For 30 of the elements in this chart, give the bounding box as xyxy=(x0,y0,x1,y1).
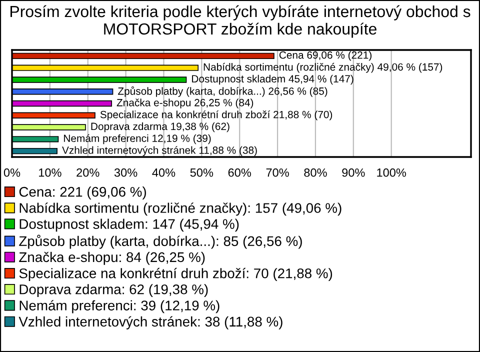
text: Dostupnost skladem 45,94 % (147) xyxy=(192,74,354,85)
legend-label: Doprava zdarma: 62 (19,38 %) xyxy=(20,284,208,298)
text: Doprava zdarma 19,38 % (62) xyxy=(91,122,230,132)
x-tick-label: 60% xyxy=(228,168,251,177)
x-tick-label: 70% xyxy=(266,168,289,177)
legend-label: Vzhled internetových stránek: 38 (11,88 %) xyxy=(18,316,282,330)
legend-label: Specializace na konkrétní druh zboží: 70 (21,88 %) xyxy=(19,268,332,282)
text: Cena 69,06 % (221) xyxy=(279,51,372,61)
x-tick-label: 80% xyxy=(304,168,327,177)
text: Způsob platby (karta, dobírka...) 26,56 % (85) xyxy=(118,86,328,97)
x-tick-label: 30% xyxy=(114,168,138,177)
text: Nabídka sortimentu (rozličné značky) 49,06 % (157) xyxy=(204,62,442,73)
x-tick-label: 90% xyxy=(342,168,365,177)
legend-label: Dostupnost skladem: 147 (45,94 %) xyxy=(20,218,239,232)
x-tick-label: 10% xyxy=(39,168,62,177)
text: Nemám preferenci 12,19 % (39) xyxy=(64,134,211,144)
x-tick-label: 50% xyxy=(190,168,214,177)
legend-label: Nabídka sortimentu (rozličné značky): 157 (49,06 %) xyxy=(20,202,342,216)
text: Vzhled internetových stránek 11,88 % (38) xyxy=(62,146,257,156)
legend-label: Značka e-shopu: 84 (26,25 %) xyxy=(19,252,205,265)
legend-label: Cena: 221 (69,06 %) xyxy=(19,186,146,200)
x-tick-label: 0% xyxy=(4,168,20,177)
chart-title: Prosím zvolte kriteria podle kterých vybíráte internetový obchod s MOTORSPORT zbožím kde nakoupíte xyxy=(10,5,470,38)
legend-label: Způsob platby (karta, dobírka...): 85 (26,56 %) xyxy=(19,234,302,249)
x-tick-label: 40% xyxy=(152,168,176,177)
x-tick-label: 20% xyxy=(76,168,100,177)
text: Specializace na konkrétní druh zboží 21,88 % (70) xyxy=(100,110,332,120)
text: Značka e-shopu 26,25 % (84) xyxy=(116,98,254,108)
x-tick-label: 100% xyxy=(377,168,406,177)
legend-label: Nemám preferenci: 39 (12,19 %) xyxy=(20,300,220,314)
